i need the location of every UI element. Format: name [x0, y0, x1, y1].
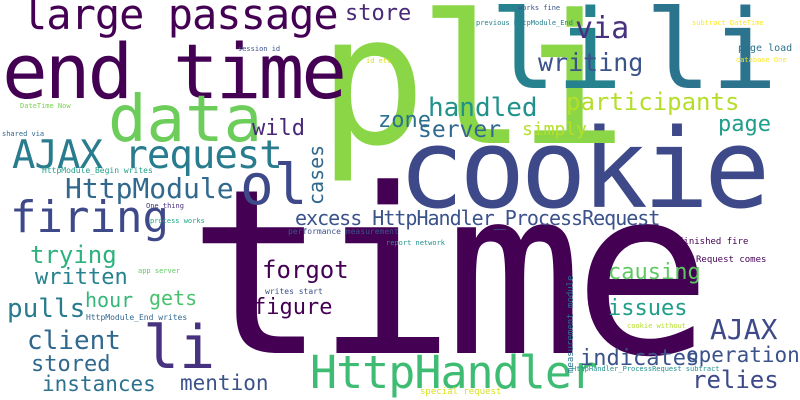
word-subtract-datetime: subtract DateTime [692, 19, 764, 27]
word-indicates: indicates [580, 346, 700, 371]
word-httphandler: HttpHandler [310, 346, 598, 399]
word-written: written [35, 265, 128, 290]
word-special-request: special request [420, 387, 502, 397]
word-id-etc: id etc [366, 57, 392, 65]
word-store: store [345, 1, 412, 26]
word-forgot: forgot [262, 256, 349, 284]
word-app-server: app server [138, 267, 181, 275]
word-hour: hour [85, 288, 134, 312]
word-performance-measurement: performance measurement [288, 227, 399, 236]
word-simply: simply [522, 119, 588, 140]
word-firing: firing [10, 192, 169, 243]
word-excess-httphandler: excess HttpHandler_ProcessRequest [295, 206, 660, 230]
word-issues: issues [608, 296, 688, 321]
word-ol: ol [240, 153, 308, 218]
word-report-network: report network [386, 239, 446, 247]
word-cases: cases [304, 144, 328, 205]
word-cookie: cookie [398, 105, 770, 233]
word-httpmodule-begin-writes: HttpModule_Begin writes [42, 166, 153, 175]
word-li-3: li [143, 313, 216, 383]
word-httpmodule: HttpModule [65, 172, 234, 205]
word-time: time [188, 141, 712, 400]
word-request-comes: Request comes [696, 255, 767, 265]
word-trying: trying [30, 241, 117, 269]
word-li-1: li [490, 0, 623, 114]
word-operation: operation [686, 343, 800, 367]
word-datetime-now: DateTime Now [20, 102, 71, 110]
word-database-one: database One [736, 56, 787, 64]
word-one-thing: One thing [146, 202, 184, 210]
word-wild: wild [252, 116, 305, 141]
word-ajax-request: AJAX request [12, 133, 283, 178]
word-zone: zone [378, 108, 431, 133]
word-data: data [108, 83, 263, 157]
word-large-passage: large passage [22, 0, 339, 39]
word-handled: handled [428, 93, 538, 123]
word-writes-start: writes start [265, 287, 323, 296]
word-server: server [418, 117, 502, 143]
word-client: client [27, 326, 121, 356]
word-instances: instances [42, 372, 156, 396]
word-page-load: page load [738, 43, 793, 54]
word-page: page [718, 112, 771, 137]
word-causing: causing [608, 260, 701, 285]
word-pli: pli [318, 0, 627, 186]
word-works-fine: works fine [518, 4, 561, 12]
word-finished-fire: finished fire [678, 237, 749, 247]
word-httphandler-processrequest-subtract: HttpHandler_ProcessRequest subtract [572, 365, 720, 373]
word-end-time: end time [2, 27, 347, 116]
word-gets: gets [149, 286, 198, 310]
word-httpmodule-end-writes: HttpModule_End writes [86, 313, 188, 322]
word-via: via [575, 11, 630, 46]
word-writing: writing [538, 48, 644, 77]
word-previous-httpmodule-end: previous HttpModule_End [476, 19, 573, 27]
word-session-id: session id [238, 45, 281, 53]
word-figure: figure [253, 295, 333, 320]
word-ajax: AJAX [710, 313, 778, 346]
word-shared-via: shared via [2, 130, 45, 138]
word-participants: participants [566, 88, 740, 116]
word-process-works: process works [150, 217, 205, 225]
word-measurement-module: measurement module [566, 275, 576, 373]
word-stored: stored [31, 352, 111, 377]
word-cookie-without: cookie without [627, 322, 687, 330]
word-pulls: pulls [7, 294, 86, 324]
word-mention: mention [180, 371, 269, 395]
word-relies: relies [692, 366, 779, 394]
word-li-2: li [645, 0, 778, 114]
